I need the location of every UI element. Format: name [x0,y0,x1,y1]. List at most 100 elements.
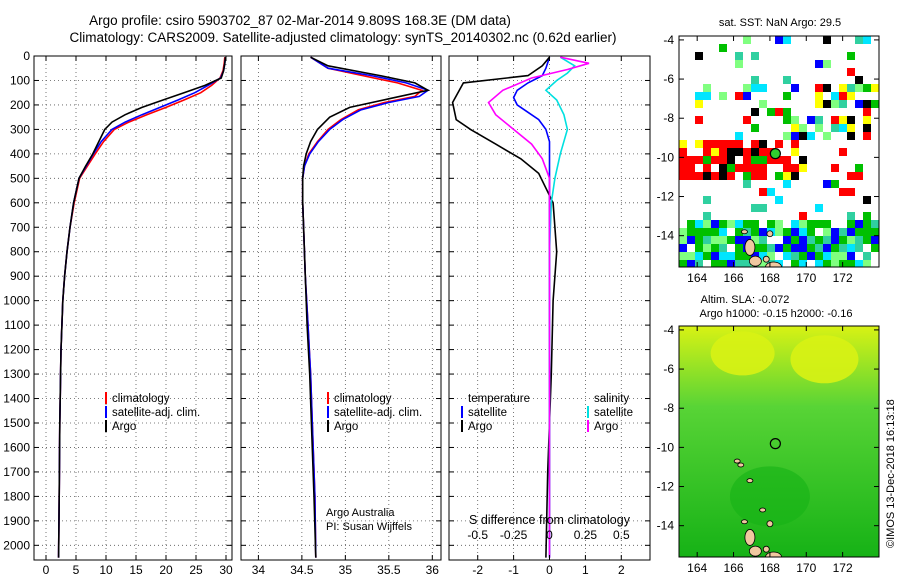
y-tick-label: -10 [657,440,675,454]
sst-cell [847,212,855,220]
argo-location-marker [769,438,781,450]
x-tick-label: 2 [618,563,625,577]
x-tick-label: 1 [582,563,589,577]
sst-cell [791,132,799,140]
sst-cell [743,116,751,124]
figure-title-line1: Argo profile: csiro 5903702_87 02-Mar-20… [89,13,511,28]
sst-cell [735,244,743,252]
sst-cell [759,172,767,180]
legend-heading-temperature: temperature [468,393,530,405]
island-shape [762,545,770,553]
sst-cell [791,260,799,267]
sst-cell [831,180,839,188]
sst-cell [823,60,831,68]
sst-cell [751,220,759,228]
sst-cell [839,84,847,92]
sst-cell [839,148,847,156]
sst-cell [863,36,871,44]
sla-low-patch [729,466,810,527]
sst-cell [815,60,823,68]
sst-cell [847,252,855,260]
island-shape [733,458,741,464]
sst-cell [783,36,791,44]
sst-cell [703,244,711,252]
y-tick-label: 500 [10,171,30,185]
sst-cell [823,36,831,44]
sst-cell [695,156,703,164]
y-tick-label: 900 [10,269,30,283]
sst-cell [695,220,703,228]
island-shape [759,507,767,513]
sst-cell [719,252,727,260]
sst-cell [735,140,743,148]
sst-cell [751,76,759,84]
sst-cell [855,36,863,44]
sst-cell [735,228,743,236]
sst-cell [799,244,807,252]
sst-cell [863,124,871,132]
sst-cell [679,172,687,180]
x-tick-label: 172 [833,271,853,285]
series-line-satellite-adj-clim- [301,56,430,558]
sst-cell [687,172,695,180]
sst-cell [871,228,879,236]
sst-cell [735,92,743,100]
y-tick-label: 0 [23,49,30,63]
series-line-satellite-adj-clim- [57,57,227,558]
x-tick-label: 164 [687,271,707,285]
series-line-temperature-satellite [512,56,551,558]
sst-cell [823,252,831,260]
y-tick-label: 1100 [4,318,30,332]
sst-cell [759,244,767,252]
sst-cell [679,228,687,236]
sst-cell [719,156,727,164]
sst-cell [703,140,711,148]
sst-cell [775,156,783,164]
x-tick-label: 168 [760,271,780,285]
imos-watermark: ©IMOS 13-Dec-2018 16:13:18 [885,399,897,548]
y-tick-label: 1600 [3,440,30,454]
sst-cell [783,172,791,180]
sst-cell [751,164,759,172]
sst-cell [815,236,823,244]
sst-cell [855,260,863,267]
sst-cell [863,252,871,260]
x-tick-label: 20 [159,563,173,577]
sst-cell [719,236,727,244]
legend-label-argo: Argo [112,421,136,433]
sst-cell [815,204,823,212]
y-tick-label: -6 [663,72,674,86]
sst-cell [759,84,767,92]
y-tick-label: -14 [657,519,675,533]
sst-cell [727,172,735,180]
sst-cell [839,100,847,108]
sst-cell [679,164,687,172]
sst-cell [719,92,727,100]
sst-cell [727,140,735,148]
sst-cell [807,132,815,140]
y-tick-label: 100 [10,73,30,87]
sst-cell [711,260,719,267]
sst-cell [863,108,871,116]
sst-cell [791,236,799,244]
sst-cell [855,220,863,228]
sst-cell [695,140,703,148]
sla-high-patch [790,335,859,384]
sst-cell [767,244,775,252]
island-shape [744,239,756,256]
x-tick-label: 166 [724,271,744,285]
sst-cell [783,180,791,188]
x-tick-label: 166 [724,561,744,575]
sst-cell [791,228,799,236]
sst-cell [743,180,751,188]
sst-cell [799,228,807,236]
sst-cell [783,132,791,140]
sst-cell [751,156,759,164]
sst-cell [863,196,871,204]
sst-cell [695,228,703,236]
island-shape [746,478,754,484]
sst-cell [703,236,711,244]
sst-cell [687,164,695,172]
y-tick-label: -8 [663,111,674,125]
x-tick-label: 35.5 [377,563,401,577]
